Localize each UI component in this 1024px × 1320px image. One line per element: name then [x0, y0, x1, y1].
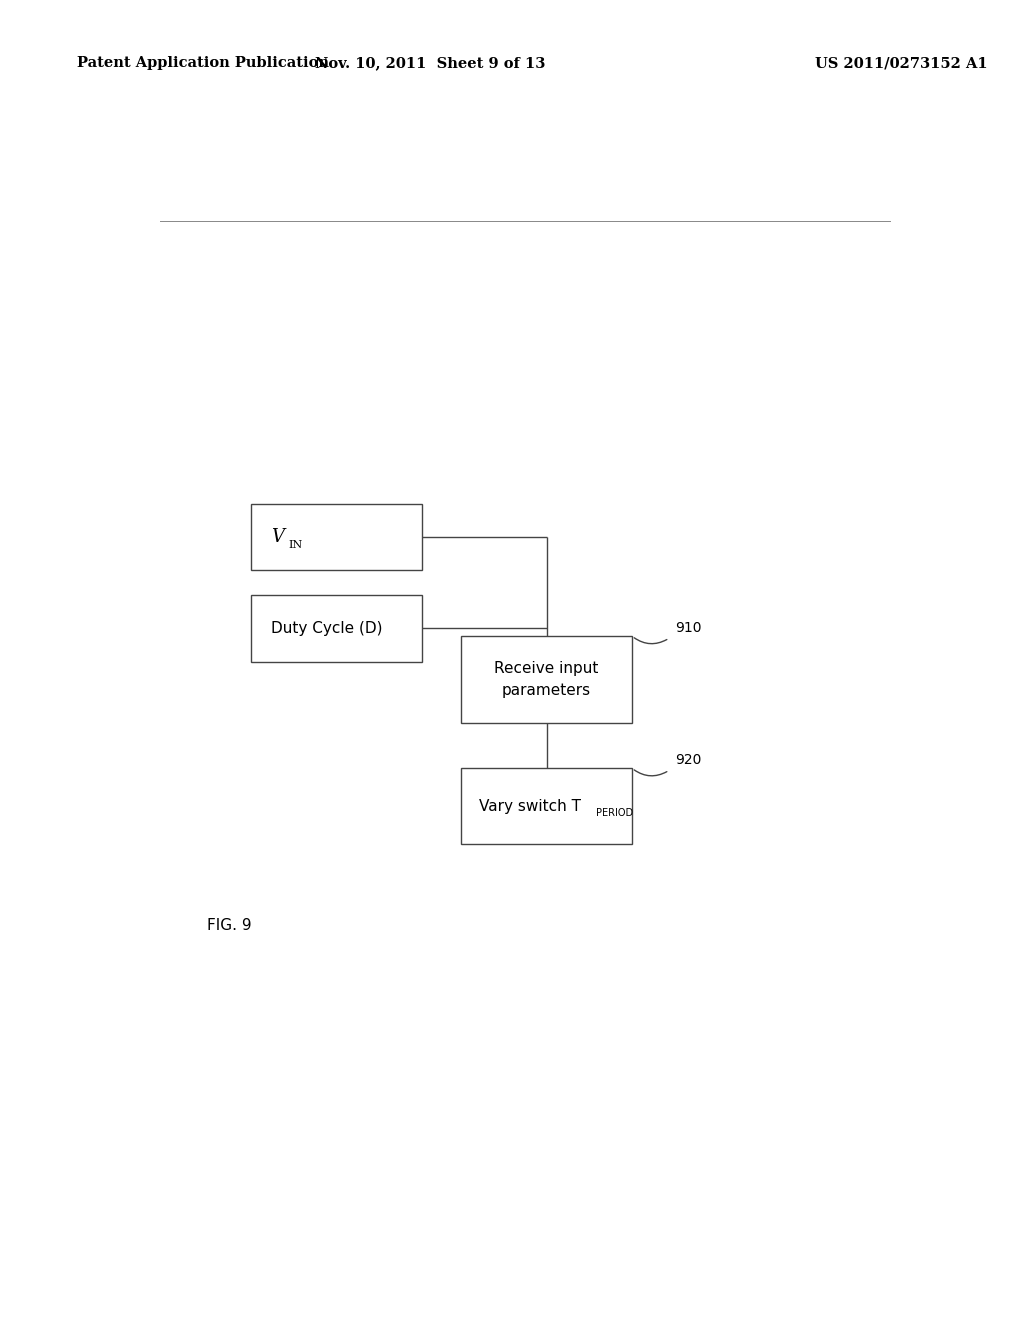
- Text: Nov. 10, 2011  Sheet 9 of 13: Nov. 10, 2011 Sheet 9 of 13: [315, 57, 545, 70]
- Text: Receive input
parameters: Receive input parameters: [495, 661, 599, 698]
- Text: Duty Cycle (D): Duty Cycle (D): [270, 620, 382, 636]
- Text: 910: 910: [676, 620, 702, 635]
- Bar: [461, 768, 632, 845]
- Bar: [461, 636, 632, 722]
- Text: Vary switch T: Vary switch T: [479, 799, 581, 814]
- Text: V: V: [270, 528, 284, 546]
- Bar: [251, 595, 422, 661]
- Text: FIG. 9: FIG. 9: [207, 919, 252, 933]
- Text: 920: 920: [676, 754, 702, 767]
- Text: Patent Application Publication: Patent Application Publication: [77, 57, 329, 70]
- Bar: [251, 504, 422, 570]
- Text: US 2011/0273152 A1: US 2011/0273152 A1: [815, 57, 987, 70]
- Text: IN: IN: [289, 540, 302, 550]
- Text: PERIOD: PERIOD: [596, 808, 634, 818]
